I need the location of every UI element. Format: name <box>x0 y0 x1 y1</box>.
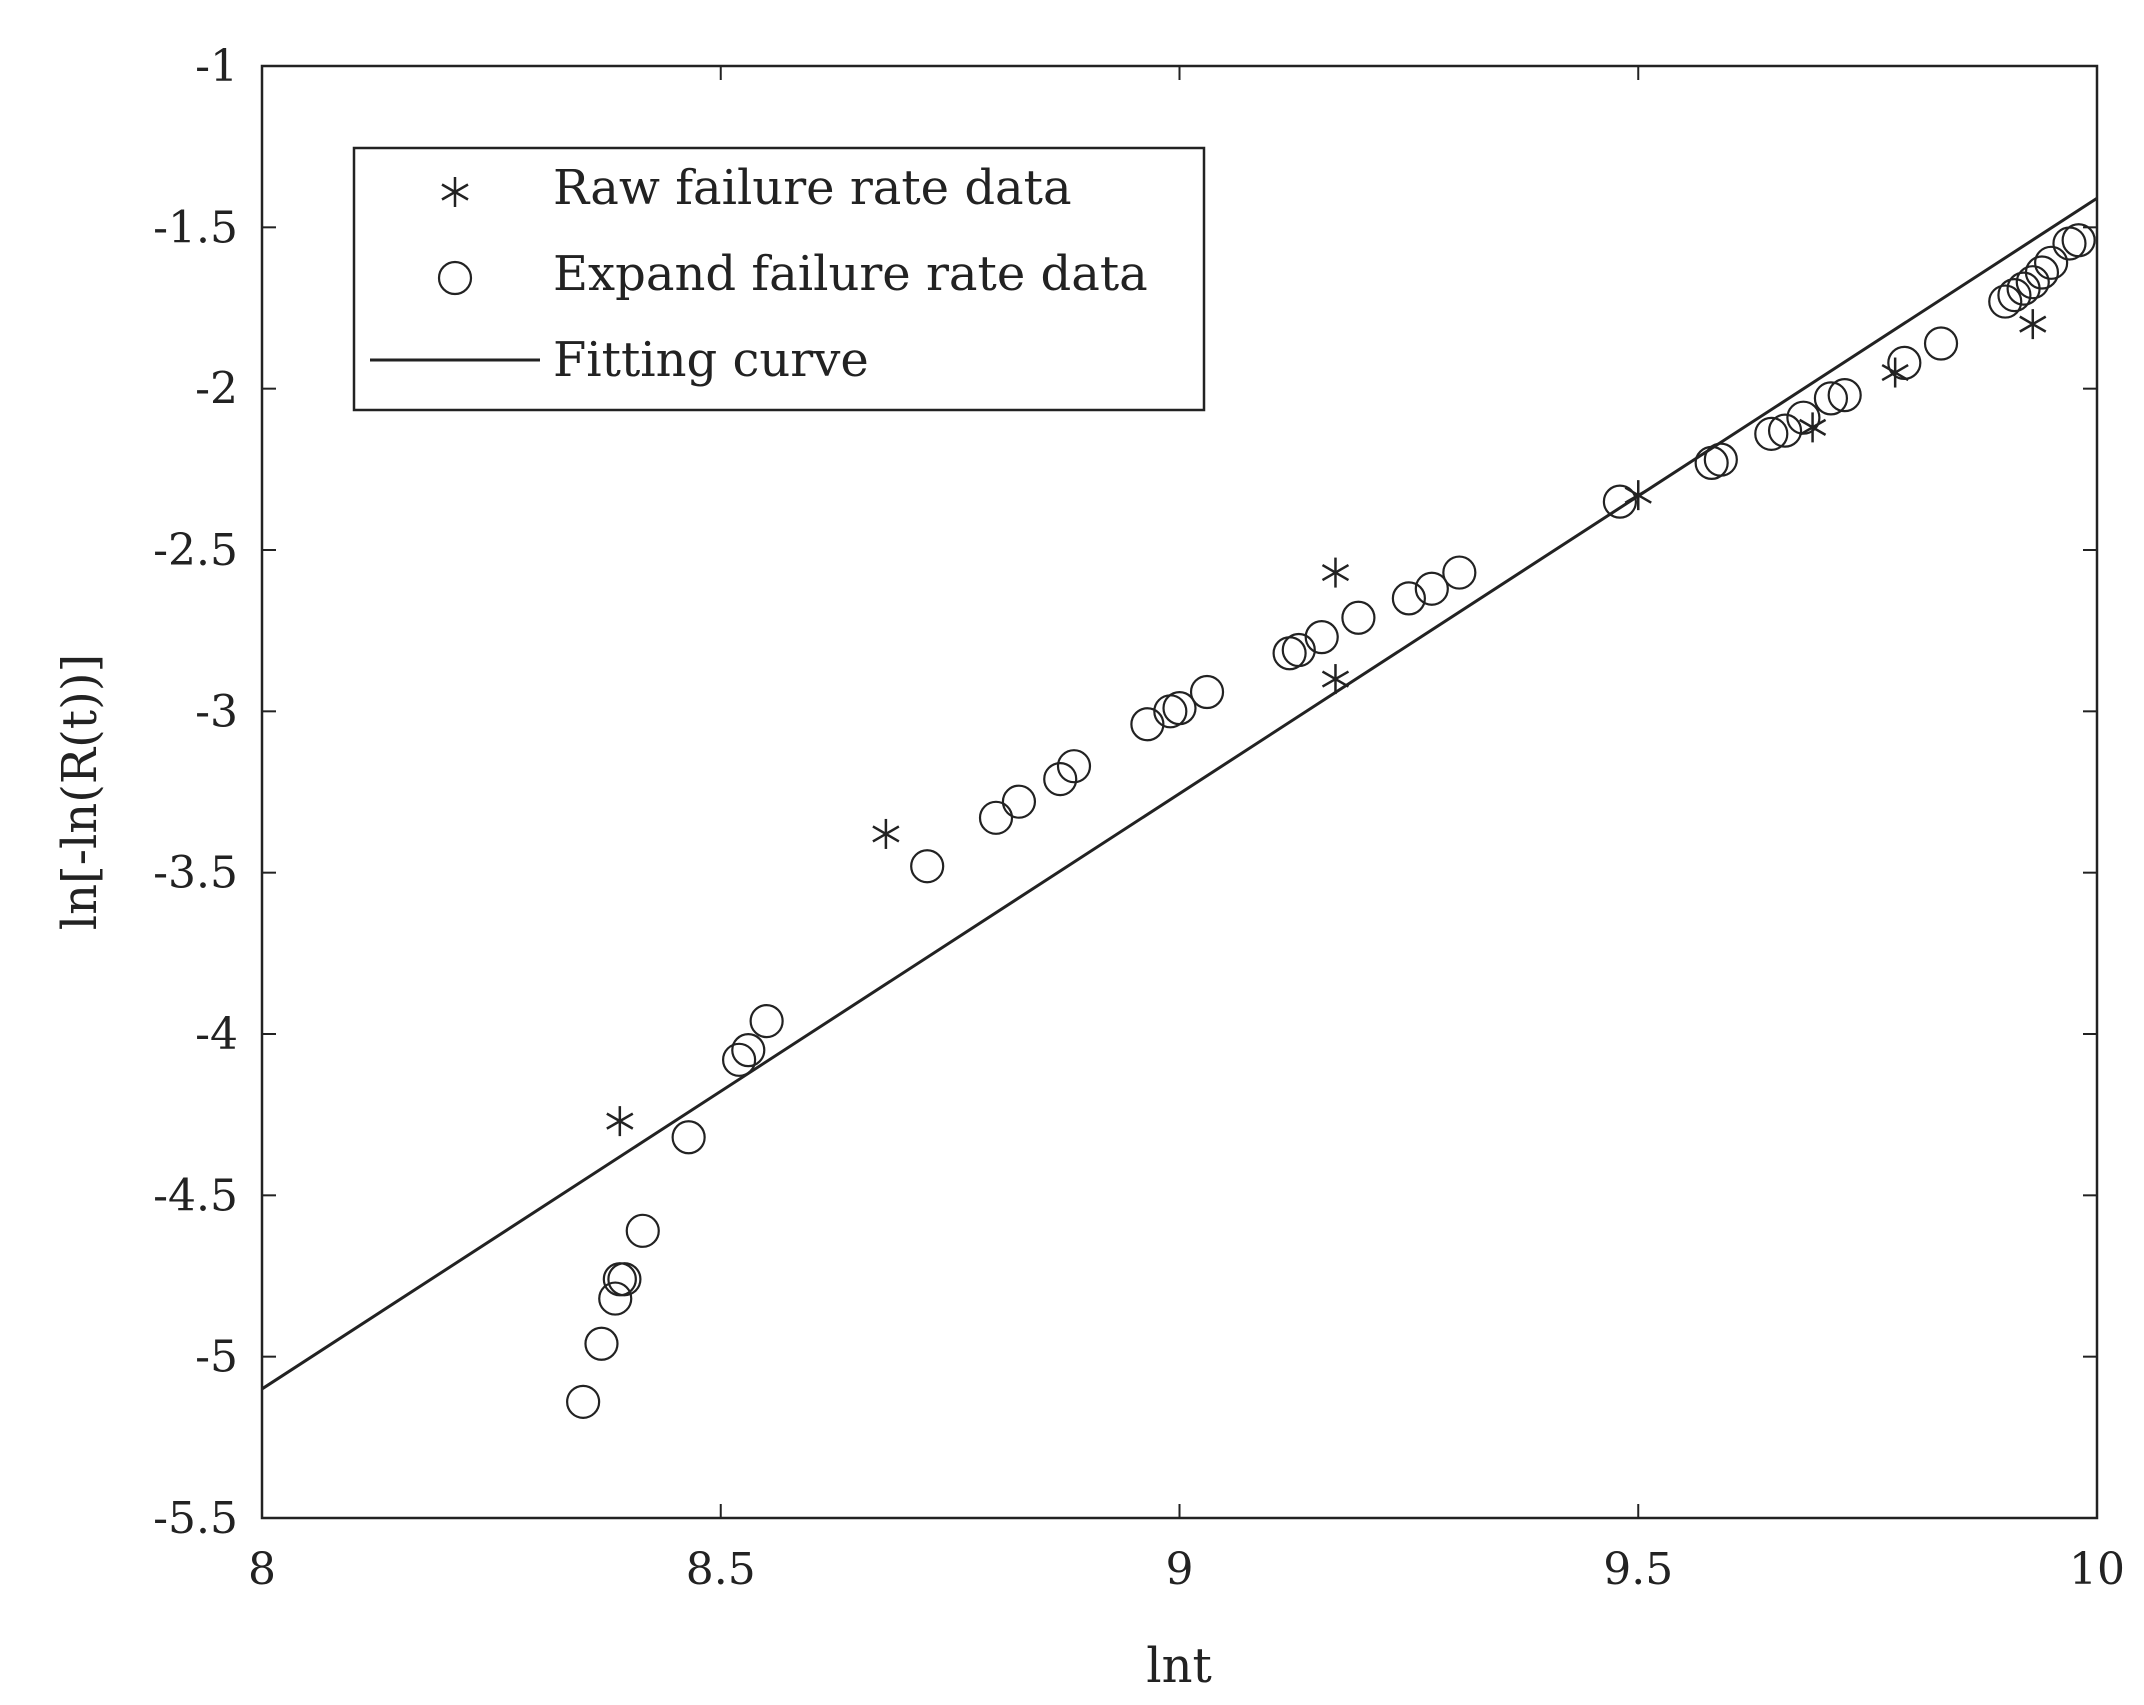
expand-data-point <box>1043 761 1078 797</box>
legend-label-fit: Fitting curve <box>553 332 869 388</box>
y-tick-label: -4 <box>195 1009 238 1060</box>
x-tick-label: 8 <box>248 1544 276 1595</box>
y-tick-label: -5.5 <box>153 1493 238 1544</box>
raw-data-point <box>1321 557 1350 588</box>
expand-data-point <box>1056 749 1092 784</box>
expand-data-point <box>1988 284 2023 319</box>
expand-data-point <box>1827 378 1862 413</box>
expand-data-point <box>978 800 1014 835</box>
raw-data-point <box>1624 480 1652 511</box>
expand-data-point <box>2061 223 2096 258</box>
expand-data-point <box>910 849 945 884</box>
raw-data-point <box>1881 357 1909 388</box>
y-tick-label: -5 <box>195 1332 238 1383</box>
expand-data-point <box>584 1326 619 1361</box>
expand-data-point <box>671 1120 706 1155</box>
expand-data-point <box>1767 413 1803 448</box>
expand-data-point <box>721 1042 757 1077</box>
expand-data-point <box>1703 442 1738 477</box>
legend-label-expand: Expand failure rate data <box>553 246 1148 302</box>
legend-label-raw: Raw failure rate data <box>553 160 1072 216</box>
y-tick-label: -3 <box>195 686 238 737</box>
expand-data-point <box>1130 707 1165 742</box>
expand-data-point <box>1813 381 1849 416</box>
expand-data-point <box>1602 484 1638 519</box>
y-tick-label: -4.5 <box>153 1170 238 1221</box>
expand-data-point <box>1281 632 1316 668</box>
expand-data-point <box>1189 674 1225 710</box>
legend-box <box>352 146 1206 412</box>
raw-data-point <box>2019 309 2047 340</box>
raw-data-point <box>1321 664 1350 695</box>
y-tick-label: -1.5 <box>153 202 238 253</box>
legend: Raw failure rate data Expand failure rat… <box>352 146 1206 412</box>
series-layer <box>261 197 2098 1419</box>
expand-data-point <box>1414 571 1449 606</box>
y-tick-label: -1 <box>195 41 238 92</box>
expand-data-point <box>566 1384 601 1419</box>
raw-data-point <box>1798 412 1827 443</box>
x-tick-label: 8.5 <box>686 1544 756 1595</box>
expand-data-point <box>598 1281 633 1316</box>
y-tick-label: -2.5 <box>153 525 238 576</box>
x-axis-label: lnt <box>1146 1638 1212 1694</box>
expand-data-point <box>2034 245 2069 280</box>
expand-data-point <box>1754 416 1789 451</box>
legend-circle <box>437 260 473 296</box>
expand-data-point <box>1997 277 2032 313</box>
expand-data-point <box>749 1003 784 1039</box>
expand-data-point <box>2015 265 2050 300</box>
expand-data-point <box>1923 326 1959 361</box>
expand-data-point <box>1304 620 1339 655</box>
expand-data-point <box>1341 600 1376 635</box>
expand-data-point <box>1001 784 1037 819</box>
y-tick-label: -3.5 <box>153 848 238 899</box>
expand-data-point <box>1162 691 1197 726</box>
y-tick-label: -2 <box>195 364 238 415</box>
legend-asterisk <box>441 177 469 207</box>
expand-data-point <box>607 1262 642 1297</box>
raw-data-point <box>872 818 900 849</box>
expand-data-point <box>625 1213 660 1248</box>
expand-data-point <box>731 1033 766 1068</box>
y-axis-label: ln[-ln(R(t))] <box>52 654 108 931</box>
x-tick-label: 10 <box>2069 1544 2125 1595</box>
expand-data-point <box>2024 255 2060 290</box>
legend-marker-raw <box>441 177 469 207</box>
y-axis: -1 -1.5 -2 -2.5 -3 -3.5 -4 -4.5 -5 -5.5 <box>153 41 2097 1544</box>
x-tick-label: 9 <box>1166 1544 1194 1595</box>
x-tick-label: 9.5 <box>1603 1544 1673 1595</box>
x-axis: 8 8.5 9 9.5 10 <box>248 66 2125 1595</box>
fitting-curve <box>261 197 2098 1391</box>
raw-data-point <box>606 1106 634 1137</box>
legend-marker-expand <box>437 260 473 296</box>
expand-data-point <box>1442 555 1477 590</box>
expand-data-point <box>1391 581 1426 616</box>
